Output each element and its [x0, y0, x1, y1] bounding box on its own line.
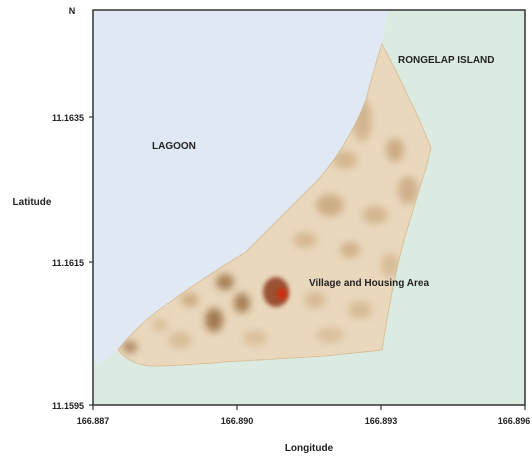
- island-land: [117, 42, 432, 367]
- village-label: Village and Housing Area: [309, 278, 429, 289]
- y-tick-label: 11.1615: [52, 258, 84, 268]
- y-axis-title: Latitude: [13, 197, 52, 208]
- y-tick-label: 11.1595: [52, 401, 84, 411]
- x-tick-label: 166.887: [77, 416, 110, 426]
- island-label: RONGELAP ISLAND: [398, 55, 495, 66]
- x-axis-title: Longitude: [285, 443, 334, 454]
- plot-frame: [92, 9, 526, 406]
- north-label: N: [69, 6, 76, 16]
- x-tick-label: 166.893: [365, 416, 398, 426]
- lagoon-label: LAGOON: [152, 141, 196, 152]
- village-hotspot: [263, 277, 289, 307]
- ocean-area: [93, 10, 525, 405]
- y-tick-label: 11.1635: [52, 113, 84, 123]
- x-tick-label: 166.896: [498, 416, 531, 426]
- x-tick-label: 166.890: [221, 416, 254, 426]
- terrain-shading: [123, 98, 418, 353]
